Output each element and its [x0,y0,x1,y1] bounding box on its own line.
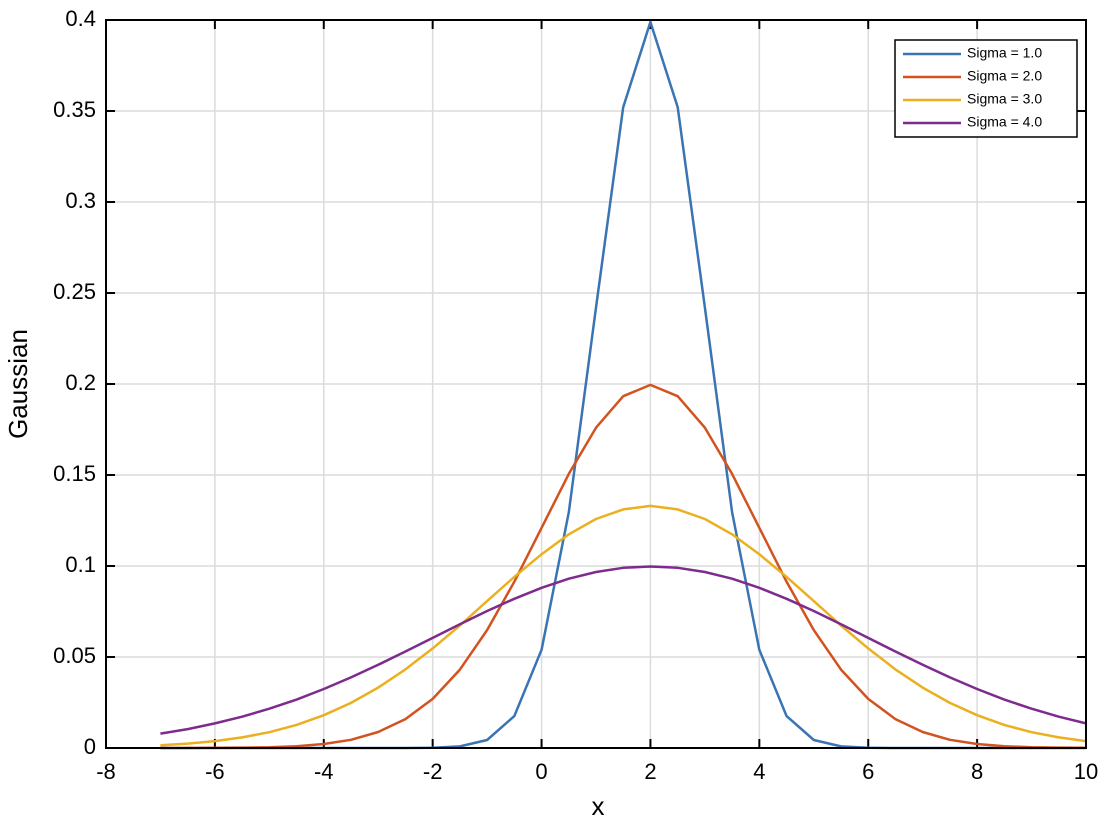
legend-label: Sigma = 2.0 [967,68,1042,84]
x-tick-label: 8 [971,759,983,784]
x-tick-label: 2 [644,759,656,784]
x-tick-label: 0 [535,759,547,784]
legend-label: Sigma = 4.0 [967,114,1042,130]
y-tick-label: 0.2 [65,370,96,395]
y-tick-label: 0.4 [65,6,96,31]
y-tick-label: 0 [84,734,96,759]
x-tick-label: 6 [862,759,874,784]
x-tick-label: -4 [314,759,334,784]
x-tick-label: -6 [205,759,225,784]
legend-label: Sigma = 1.0 [967,45,1042,61]
y-tick-label: 0.15 [53,461,96,486]
y-tick-label: 0.1 [65,552,96,577]
x-axis-label: x [592,791,605,821]
y-tick-label: 0.35 [53,97,96,122]
plot-frame [105,19,1087,749]
line-series [160,383,1087,750]
x-tick-label: -8 [96,759,116,784]
y-axis-label: Gaussian [3,329,33,439]
line-series [160,565,1087,735]
legend-label: Sigma = 3.0 [967,91,1042,107]
y-tick-label: 0.3 [65,188,96,213]
legend-box [894,39,1078,138]
x-tick-label: -2 [423,759,443,784]
x-tick-label: 10 [1074,759,1098,784]
y-tick-label: 0.25 [53,279,96,304]
line-series [160,504,1087,747]
x-tick-label: 4 [753,759,765,784]
y-tick-label: 0.05 [53,643,96,668]
